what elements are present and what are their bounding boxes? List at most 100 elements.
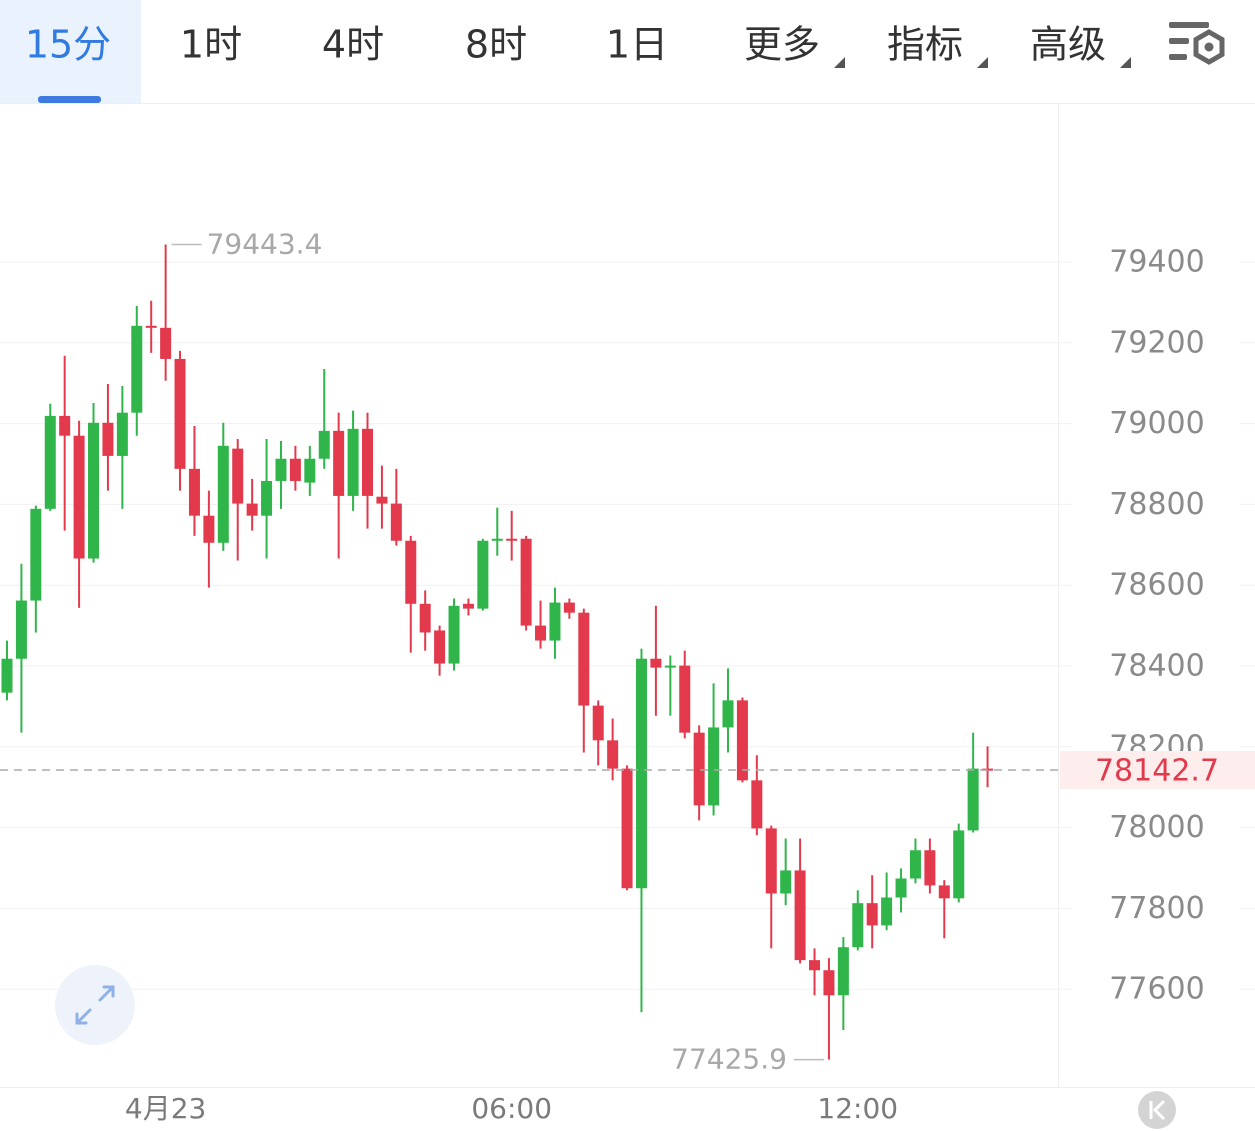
labels: 4月23 06:00 12:00 79443.4 77425.9 78142.7	[0, 227, 1255, 1125]
last-price-label: 78142.7	[1095, 753, 1219, 788]
active-tab-underline	[38, 96, 101, 103]
candle-body	[722, 700, 734, 728]
candle-body	[837, 947, 849, 996]
candles	[1, 244, 994, 1060]
candle-body	[650, 658, 662, 668]
tab[interactable]: 1时	[180, 23, 242, 67]
candle-body	[44, 415, 56, 509]
candle-body	[823, 970, 835, 996]
candle-body	[563, 602, 575, 613]
candle-body	[491, 538, 503, 541]
candle-body	[751, 780, 763, 829]
candle-body	[73, 435, 85, 559]
candle-body	[232, 448, 244, 504]
candle-body	[1, 658, 13, 693]
candle-body	[347, 428, 359, 496]
candle-body	[59, 415, 71, 436]
candle-body	[549, 602, 561, 641]
candle-body	[289, 458, 301, 481]
candle-body	[477, 540, 489, 609]
tab[interactable]: 4时	[322, 23, 384, 67]
candle-body	[405, 540, 417, 604]
candle-body	[881, 897, 893, 926]
candle-body	[520, 538, 532, 626]
candle-body	[333, 430, 345, 496]
candle-body	[535, 625, 547, 641]
tab[interactable]: 1日	[606, 23, 668, 67]
candle-body	[390, 503, 402, 541]
candle-body	[736, 700, 748, 781]
candle-body	[693, 732, 705, 806]
candle-body	[246, 503, 258, 516]
candle-body	[607, 740, 619, 769]
candle-body	[635, 658, 647, 889]
candle-body	[116, 412, 128, 456]
candle-body	[809, 960, 821, 971]
candle-body	[174, 358, 186, 469]
candle-body	[304, 458, 316, 483]
candle-body	[895, 878, 907, 898]
candle-body	[362, 428, 373, 496]
x-tick-label: 4月23	[125, 1092, 206, 1125]
active-tab-bg	[0, 0, 141, 103]
tab[interactable]: 15分	[25, 23, 111, 67]
low-label: 77425.9	[671, 1043, 787, 1076]
last-price-bg	[1060, 750, 1255, 789]
y-tick-label: 79200	[1109, 325, 1204, 360]
candle-body	[909, 850, 921, 879]
grid: 7760077800780007820078400786007880079000…	[0, 244, 1255, 1007]
x-tick-label: 12:00	[817, 1092, 898, 1125]
candle-body	[924, 850, 936, 886]
expand-button[interactable]	[55, 965, 135, 1045]
candle-body	[188, 468, 200, 516]
candle-body	[434, 630, 446, 664]
y-tick-label: 77600	[1109, 972, 1204, 1007]
candle-body	[448, 605, 460, 664]
candle-body	[852, 903, 864, 948]
candle-body	[679, 665, 691, 733]
dropdown-caret	[977, 57, 988, 68]
y-tick-label: 78600	[1109, 568, 1204, 603]
candle-body	[160, 327, 172, 359]
dropdown-caret	[1120, 57, 1131, 68]
tab[interactable]: 指标	[887, 23, 963, 67]
candle-body	[506, 538, 518, 541]
candle-body	[765, 828, 777, 894]
dropdown-caret	[834, 57, 845, 68]
candle-body	[275, 458, 287, 481]
candle-body	[102, 422, 114, 456]
candle-body	[794, 870, 806, 961]
candle-body	[780, 870, 792, 894]
candle-body	[708, 727, 720, 806]
y-tick-label: 79000	[1109, 406, 1204, 441]
candle-body	[217, 445, 229, 543]
candle-body	[376, 496, 388, 504]
candle-body	[15, 600, 27, 659]
candle-body	[261, 480, 273, 516]
candle-body	[30, 508, 42, 601]
candle-body	[203, 515, 215, 543]
tab[interactable]: 更多	[744, 23, 820, 67]
tab[interactable]: 高级	[1030, 23, 1106, 67]
candle-body	[145, 325, 157, 328]
y-tick-label: 78400	[1109, 649, 1204, 684]
y-tick-label: 77800	[1109, 891, 1204, 926]
scroll-to-latest-button[interactable]	[1138, 1091, 1176, 1129]
candle-body	[621, 768, 633, 889]
y-tick-label: 79400	[1109, 244, 1204, 279]
candle-body	[967, 768, 979, 831]
x-tick-label: 06:00	[471, 1092, 552, 1125]
tab[interactable]: 8时	[465, 23, 527, 67]
candle-body	[318, 430, 330, 459]
y-tick-label: 78000	[1109, 810, 1204, 845]
candle-body	[462, 603, 474, 609]
candle-body	[938, 885, 950, 899]
candle-body	[131, 325, 143, 413]
settings-icon[interactable]	[1169, 22, 1225, 65]
candle-body	[664, 665, 676, 668]
candle-body	[592, 705, 604, 741]
high-label: 79443.4	[207, 227, 323, 260]
tab-bar: 15分 1时 4时 8时 1日 更多 指标 高级	[25, 23, 1106, 67]
candle-body	[88, 422, 100, 559]
